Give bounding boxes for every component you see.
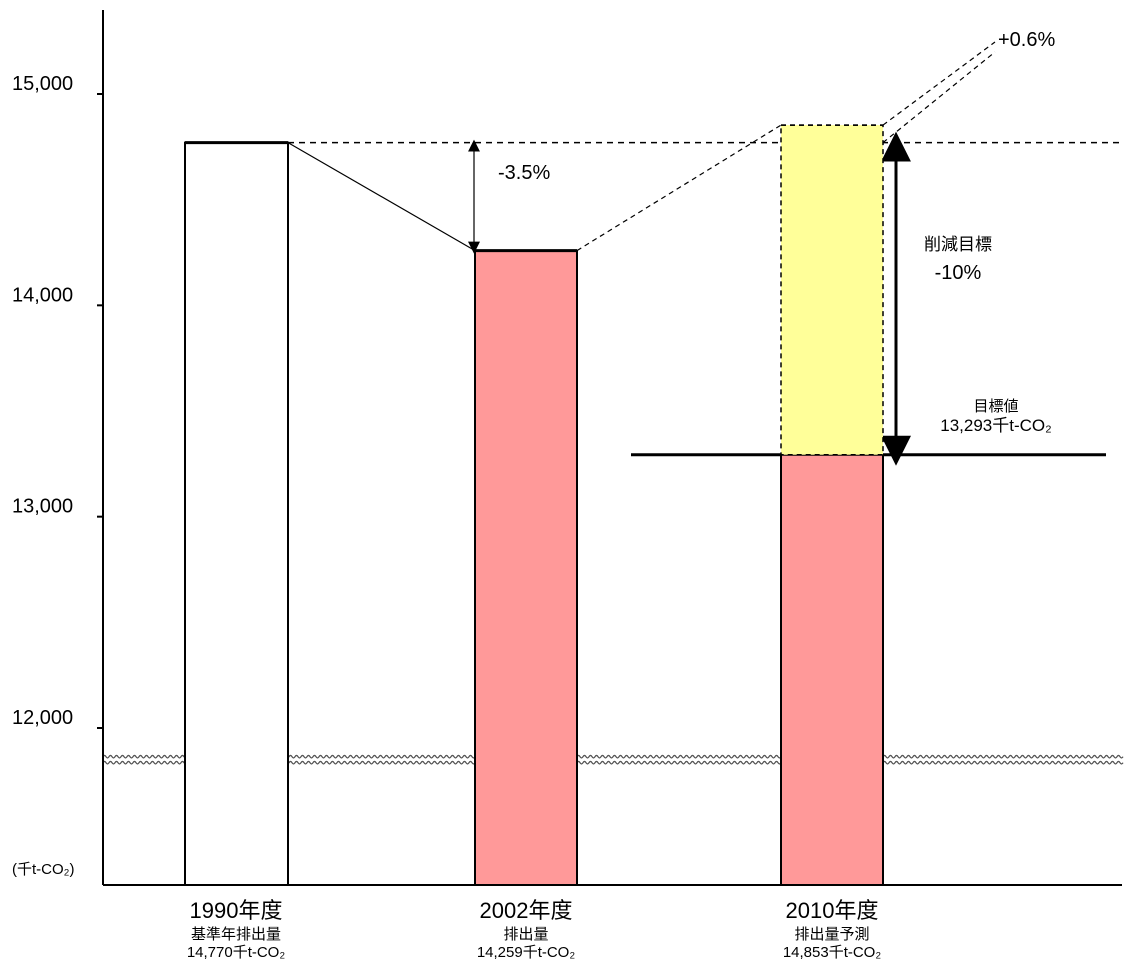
category-label-1990: 1990年度 bbox=[190, 898, 283, 923]
bars bbox=[184, 124, 884, 886]
connector-1990-2002 bbox=[287, 142, 476, 252]
target-label: 目標値 bbox=[973, 398, 1018, 415]
y-axis-ticks: 12,000 13,000 14,000 15,000 bbox=[12, 73, 103, 729]
category-value-2010: 14,853千t-CO₂ bbox=[783, 944, 882, 961]
category-label-2010: 2010年度 bbox=[786, 898, 879, 923]
y-tick-label: 14,000 bbox=[12, 284, 73, 306]
reduction-value: -10% bbox=[935, 262, 982, 284]
labels: (千t-CO₂) 1990年度 基準年排出量 14,770千t-CO₂ 2002… bbox=[12, 29, 1055, 961]
category-value-2002: 14,259千t-CO₂ bbox=[477, 944, 576, 961]
change-2010-label: +0.6% bbox=[998, 29, 1055, 51]
axes bbox=[102, 10, 1122, 886]
y-tick-label: 13,000 bbox=[12, 496, 73, 518]
category-desc-2002: 排出量 bbox=[503, 926, 548, 943]
y-tick-label: 15,000 bbox=[12, 73, 73, 95]
category-value-1990: 14,770千t-CO₂ bbox=[187, 944, 286, 961]
change-2002-label: -3.5% bbox=[498, 162, 550, 184]
bar-1990 bbox=[184, 141, 289, 886]
callout-line-bottom bbox=[882, 51, 996, 144]
reduction-title: 削減目標 bbox=[924, 235, 992, 254]
bar-2010-excess bbox=[780, 124, 884, 456]
connector-2002-2010 bbox=[576, 124, 782, 252]
bar-2002 bbox=[474, 249, 578, 886]
callout-line-top bbox=[882, 41, 996, 126]
category-desc-2010: 排出量予測 bbox=[794, 926, 869, 943]
target-value-label: 13,293千t-CO₂ bbox=[940, 416, 1051, 435]
bar-2010-projection bbox=[780, 453, 884, 886]
category-label-2002: 2002年度 bbox=[480, 898, 573, 923]
category-desc-1990: 基準年排出量 bbox=[191, 926, 281, 943]
y-tick-label: 12,000 bbox=[12, 707, 73, 729]
axis-break-gap bbox=[97, 754, 1122, 765]
unit-label: (千t-CO₂) bbox=[12, 861, 74, 878]
